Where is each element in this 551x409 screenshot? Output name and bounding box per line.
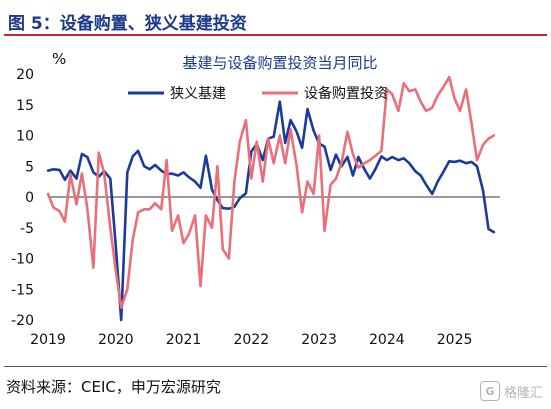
y-tick-label: 0: [25, 190, 34, 206]
y-tick-label: -5: [20, 221, 34, 237]
x-tick-label: 2024: [369, 332, 405, 348]
labels-layer: 20 15 10 5 0 -5 -10 -15 -20% 2019 2020 2021 2022 2023…: [11, 50, 472, 348]
watermark-logo-icon: G: [479, 381, 500, 401]
x-tick-label: 2019: [30, 332, 66, 348]
y-tick-label: -15: [11, 282, 34, 298]
y-tick-label: 10: [16, 129, 34, 145]
title-rule: [4, 34, 547, 36]
watermark-text: 格隆汇: [503, 385, 543, 401]
x-tick-label: 2020: [98, 332, 134, 348]
y-tick-label: 5: [25, 159, 34, 175]
figure-header: 图 5：设备购置、狭义基建投资: [4, 4, 547, 36]
legend-label-2: 设备购置投资: [304, 85, 388, 102]
y-tick-label: -20: [11, 313, 34, 329]
series-layer: [46, 75, 496, 322]
line-chart: 20 15 10 5 0 -5 -10 -15 -20% 2019 2020 2021 2022 2023…: [11, 50, 500, 348]
x-tick-label: 2025: [437, 332, 473, 348]
figure-title: 图 5：设备购置、狭义基建投资: [8, 14, 247, 34]
y-axis-unit: %: [52, 50, 66, 68]
x-tick-label: 2023: [301, 332, 337, 348]
y-tick-label: 20: [16, 67, 34, 83]
source-rule: [4, 366, 547, 367]
source-note: 资料来源：CEIC，申万宏源研究: [6, 378, 221, 396]
y-tick-label: 15: [16, 98, 34, 114]
series-line-2: [46, 75, 496, 310]
x-tick-label: 2022: [233, 332, 269, 348]
legend-label-1: 狭义基建: [170, 85, 226, 102]
chart-title: 基建与设备购置投资当月同比: [182, 54, 377, 72]
watermark: G 格隆汇: [479, 380, 543, 402]
y-tick-label: -10: [11, 252, 34, 268]
series-line-1: [46, 100, 496, 322]
x-tick-label: 2021: [166, 332, 202, 348]
